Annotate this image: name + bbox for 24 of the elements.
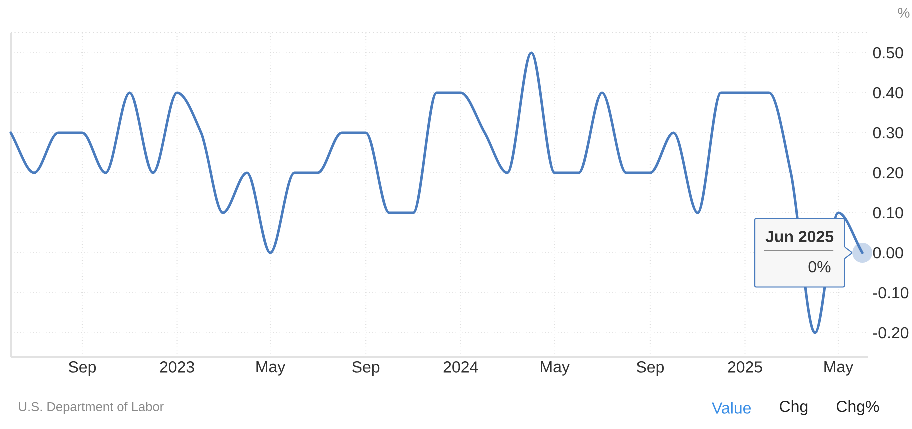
text: Value [712,402,752,414]
x-tick-label: May [541,362,570,376]
y-tick-label: 0.50 [873,47,904,59]
x-tick-label: Sep [636,362,664,376]
x-tick-label: 2023 [160,362,194,373]
y-tick-label: 0.40 [873,87,904,99]
y-tick-label: 0.00 [873,247,904,259]
x-tick-label: 2024 [444,362,478,373]
y-tick-label: 0.30 [873,127,904,139]
text: U.S. Department of Labor [19,402,164,414]
annotation: Jun 2025 [766,231,834,242]
x-tick-label: 2025 [728,362,762,373]
x-tick-label: Sep [68,362,96,376]
y-axis-title: % [898,8,910,18]
x-tick-label: May [256,362,286,376]
y-tick-label: -0.20 [873,327,909,339]
text: Chg% [836,400,880,416]
text: Chg [780,400,808,416]
x-tick-label: Sep [352,362,380,376]
annotation: 0% [808,261,831,273]
y-tick-label: 0.10 [873,207,904,219]
y-tick-label: -0.10 [873,287,909,299]
y-tick-label: 0.20 [873,167,904,179]
x-tick-label: May [824,362,854,376]
